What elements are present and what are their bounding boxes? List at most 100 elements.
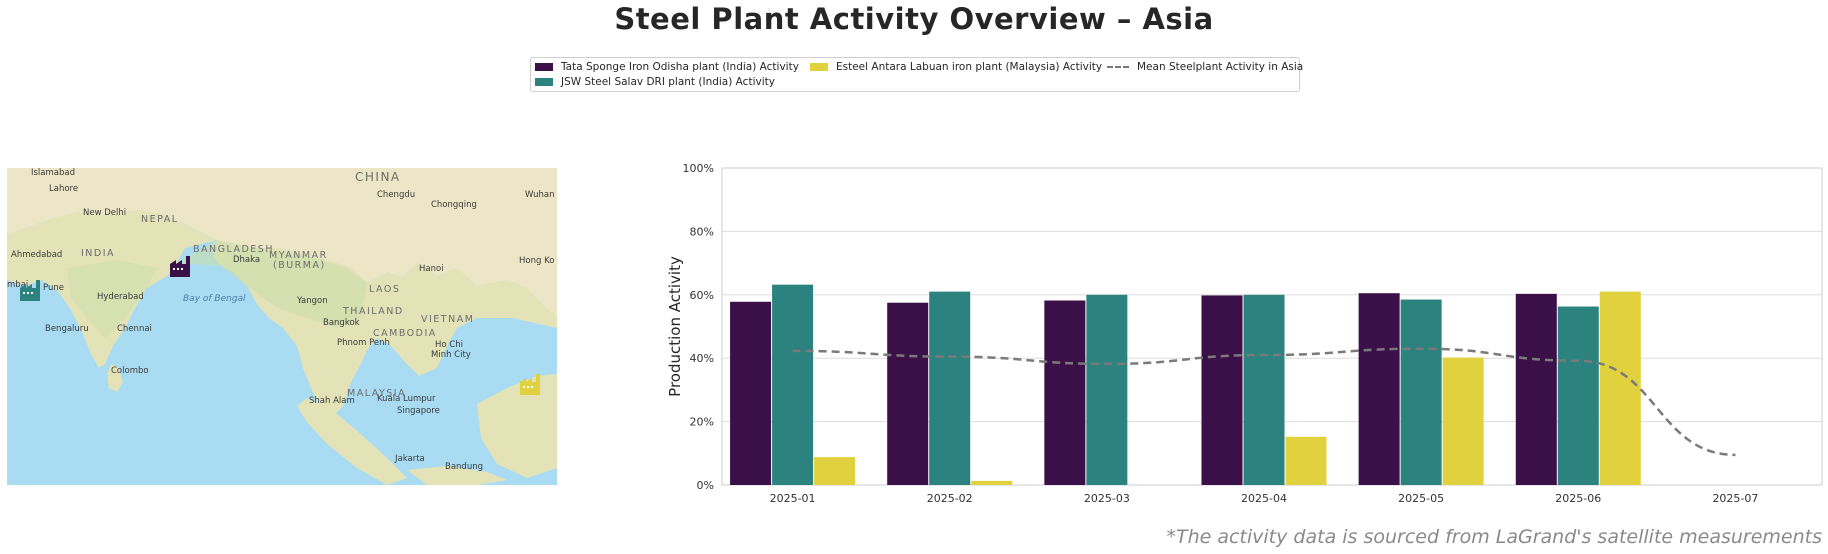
y-tick-label: 80% — [690, 225, 714, 238]
legend-swatch-jsw — [535, 78, 553, 86]
map-land-java — [407, 466, 507, 485]
chart-legend: Tata Sponge Iron Odisha plant (India) Ac… — [530, 57, 1303, 92]
map-label: New Delhi — [83, 208, 127, 218]
map-label: Islamabad — [31, 168, 75, 178]
map-label: INDIA — [81, 248, 116, 259]
map-basemap — [7, 168, 557, 485]
map-vegetation — [177, 240, 367, 328]
map-label: Phnom Penh — [337, 338, 390, 348]
x-tick-label: 2025-01 — [770, 492, 816, 505]
bar — [814, 457, 856, 485]
bar — [730, 301, 772, 485]
y-tick-label: 20% — [690, 416, 714, 429]
plant-location-map[interactable]: Islamabad Lahore New Delhi NEPAL CHINA C… — [7, 168, 557, 485]
y-axis-label: Production Activity — [666, 256, 684, 397]
marker-tata[interactable] — [170, 256, 190, 277]
bar — [772, 284, 814, 485]
legend-label-tata: Tata Sponge Iron Odisha plant (India) Ac… — [561, 61, 799, 73]
map-label: Wuhan — [525, 190, 555, 200]
marker-esteel[interactable] — [520, 374, 540, 395]
x-tick-label: 2025-05 — [1398, 492, 1444, 505]
legend-swatch-mean — [1107, 66, 1129, 68]
map-label: Bangkok — [323, 318, 360, 328]
factory-window — [27, 292, 29, 294]
bar — [887, 302, 929, 485]
factory-window — [173, 268, 175, 270]
legend-swatch-esteel — [810, 63, 828, 71]
map-label: Dhaka — [233, 255, 261, 265]
x-tick-label: 2025-06 — [1555, 492, 1601, 505]
map-land-borneo — [477, 374, 557, 478]
map-land-north — [7, 168, 557, 318]
mean-activity-line — [792, 347, 1736, 457]
map-label: (BURMA) — [273, 260, 326, 271]
map-label: Hyderabad — [97, 292, 144, 302]
map-label: Shah Alam — [309, 396, 355, 406]
legend-label-esteel: Esteel Antara Labuan iron plant (Malaysi… — [836, 61, 1103, 73]
map-label: Ahmedabad — [11, 250, 63, 260]
x-tick-label: 2025-03 — [1084, 492, 1130, 505]
bar — [1515, 293, 1557, 485]
map-land-sumatra — [297, 398, 407, 485]
map-label: VIETNAM — [421, 314, 475, 325]
bar — [971, 480, 1013, 485]
x-tick-label: 2025-04 — [1241, 492, 1287, 505]
map-label: CAMBODIA — [373, 328, 437, 339]
map-label: BANGLADESH — [193, 244, 274, 255]
map-label: Ho Chi — [435, 340, 463, 350]
legend-swatch-tata — [535, 63, 553, 71]
map-label: Chengdu — [377, 190, 416, 200]
factory-window — [531, 386, 533, 388]
bar — [1358, 293, 1400, 485]
bar — [1201, 295, 1243, 485]
factory-window — [31, 292, 33, 294]
map-label: Bengaluru — [45, 324, 89, 334]
map-vegetation-2 — [67, 260, 157, 338]
map-label: Chongqing — [431, 200, 477, 210]
map-label: Hanoi — [419, 264, 444, 274]
factory-icon[interactable] — [169, 254, 195, 278]
map-label: THAILAND — [343, 306, 404, 317]
y-tick-label: 40% — [690, 352, 714, 365]
map-label: Yangon — [297, 296, 328, 306]
bar — [1285, 436, 1327, 485]
factory-window — [527, 386, 529, 388]
bar — [1044, 300, 1086, 485]
legend-item-jsw: JSW Steel Salav DRI plant (India) Activi… — [535, 76, 775, 88]
legend-label-mean: Mean Steelplant Activity in Asia — [1137, 61, 1304, 73]
factory-icon[interactable] — [19, 278, 45, 302]
bar — [1086, 294, 1128, 485]
map-land-srilanka — [107, 364, 123, 392]
y-tick-label: 60% — [690, 289, 714, 302]
map-label: Pune — [43, 283, 64, 293]
map-label: Kuala Lumpur — [377, 394, 436, 404]
map-label: mbai — [7, 280, 29, 290]
factory-window — [523, 386, 525, 388]
map-label: NEPAL — [141, 214, 179, 225]
map-label: Bandung — [445, 462, 483, 472]
legend-item-mean: Mean Steelplant Activity in Asia — [1107, 61, 1303, 73]
map-label: Minh City — [431, 350, 471, 360]
map-label: Bay of Bengal — [183, 294, 246, 304]
map-label: Lahore — [49, 184, 79, 194]
marker-jsw[interactable] — [20, 280, 40, 301]
page-title: Steel Plant Activity Overview – Asia — [614, 2, 1214, 36]
legend-item-esteel: Esteel Antara Labuan iron plant (Malaysi… — [810, 61, 1102, 73]
x-tick-label: 2025-02 — [927, 492, 973, 505]
map-label: Hong Ko — [519, 256, 555, 266]
bar — [1442, 357, 1484, 485]
legend-label-jsw: JSW Steel Salav DRI plant (India) Activi… — [561, 76, 775, 88]
factory-icon[interactable] — [519, 372, 545, 396]
map-label: Jakarta — [395, 454, 425, 464]
y-tick-label: 0% — [697, 479, 714, 492]
bar — [1557, 306, 1599, 485]
y-tick-label: 100% — [683, 162, 714, 175]
map-label: Singapore — [397, 406, 440, 416]
data-source-footnote: *The activity data is sourced from LaGra… — [1166, 526, 1822, 548]
x-tick-label: 2025-07 — [1712, 492, 1758, 505]
legend-item-tata: Tata Sponge Iron Odisha plant (India) Ac… — [535, 61, 799, 73]
bar — [929, 291, 971, 485]
factory-window — [181, 268, 183, 270]
map-label: LAOS — [369, 284, 401, 295]
